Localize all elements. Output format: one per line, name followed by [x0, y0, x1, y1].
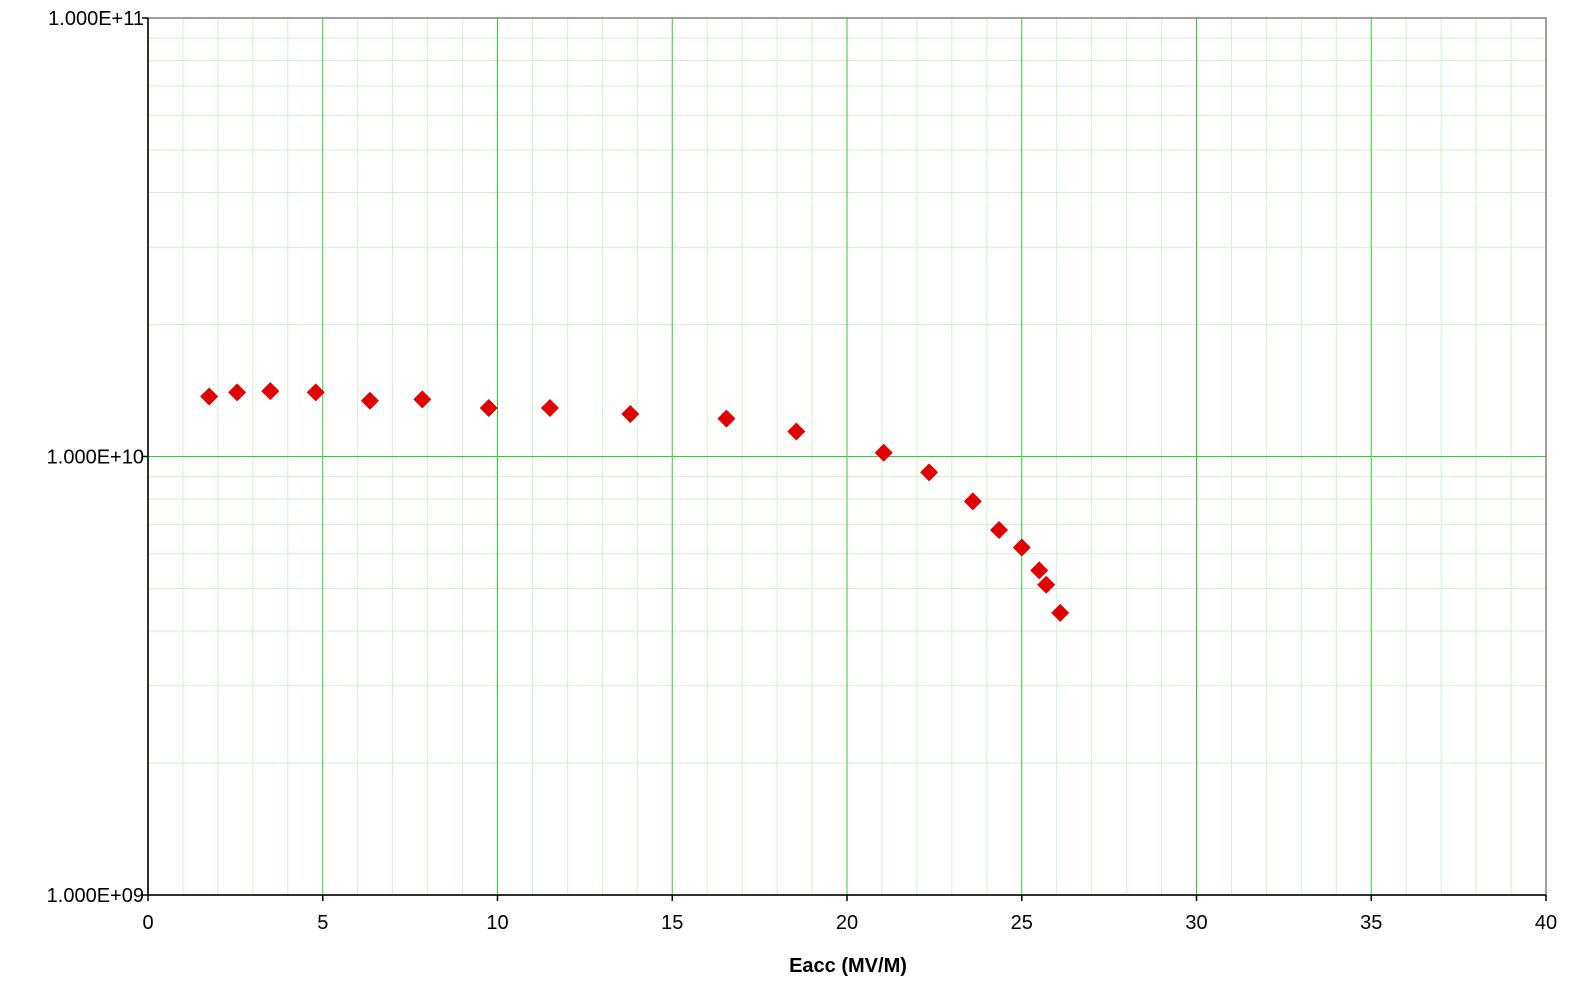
x-tick-label: 40	[1535, 912, 1557, 934]
data-point	[1037, 575, 1056, 594]
data-point	[306, 383, 325, 402]
data-point	[200, 387, 219, 406]
y-tick-label: 1.000E+09	[47, 885, 144, 907]
x-tick-label: 15	[661, 912, 683, 934]
x-tick-label: 5	[317, 912, 328, 934]
data-point	[360, 391, 379, 410]
x-tick-label: 0	[142, 912, 153, 934]
data-point	[1030, 561, 1049, 580]
data-points	[200, 382, 1070, 622]
data-point	[1051, 603, 1070, 622]
x-tick-label: 20	[836, 912, 858, 934]
data-point	[874, 443, 893, 462]
data-point	[413, 390, 432, 409]
y-tick-labels: 1.000E+09 1.000E+10 1.000E+11	[47, 8, 144, 907]
x-tick-label: 30	[1185, 912, 1207, 934]
major-grid	[148, 18, 1546, 895]
y-tick-label: 1.000E+11	[48, 8, 144, 30]
data-point	[1012, 538, 1031, 557]
x-tick-label: 25	[1011, 912, 1033, 934]
y-tick-label: 1.000E+10	[47, 447, 144, 469]
data-point	[787, 422, 806, 441]
axes	[142, 17, 1547, 901]
data-point	[261, 382, 280, 401]
data-point	[920, 463, 939, 482]
x-tick-labels: 0 5 10 15 20 25 30 35 40	[142, 912, 1557, 934]
data-point	[963, 492, 982, 511]
x-axis-title: Eacc (MV/M)	[789, 955, 907, 977]
data-point	[540, 399, 559, 418]
data-point	[990, 520, 1009, 539]
data-point	[717, 409, 736, 428]
x-tick-label: 35	[1360, 912, 1382, 934]
data-point	[479, 399, 498, 418]
data-point	[228, 383, 247, 402]
data-point	[621, 405, 640, 424]
x-tick-label: 10	[486, 912, 508, 934]
